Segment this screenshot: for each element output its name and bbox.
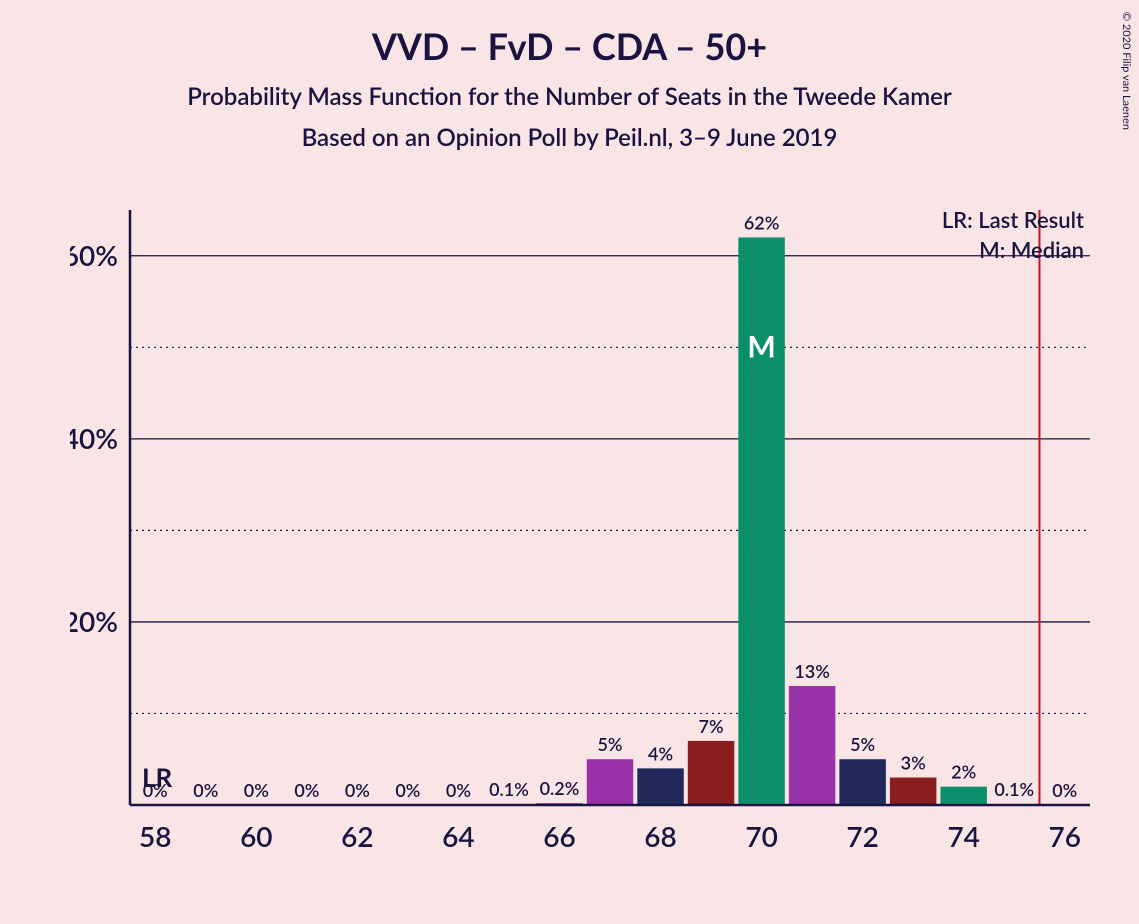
bar-value-label: 0% [294, 779, 319, 801]
bar [890, 778, 936, 805]
lr-label: LR [142, 761, 173, 793]
bar-value-label: 3% [901, 752, 926, 774]
y-tick-label: 40% [70, 421, 118, 455]
median-marker: M [747, 328, 775, 364]
x-tick-label: 62 [341, 819, 373, 853]
bar-value-label: 7% [699, 715, 724, 737]
x-tick-label: 58 [139, 819, 171, 853]
bar [688, 741, 734, 805]
bar [839, 759, 885, 805]
x-tick-label: 60 [240, 819, 272, 853]
bar [738, 237, 784, 805]
x-tick-label: 68 [644, 819, 676, 853]
x-tick-label: 66 [543, 819, 575, 853]
bar [587, 759, 633, 805]
bar-value-label: 2% [951, 761, 976, 783]
bar-value-label: 4% [648, 742, 673, 764]
bar-value-label: 0% [395, 779, 420, 801]
chart-subtitle: Probability Mass Function for the Number… [0, 82, 1139, 111]
legend-m: M: Median [979, 236, 1084, 263]
bar-value-label: 0.2% [540, 777, 580, 799]
chart-title: VVD – FvD – CDA – 50+ [0, 0, 1139, 68]
legend-lr: LR: Last Result [942, 206, 1084, 233]
bar-value-label: 0% [345, 779, 370, 801]
bar [637, 768, 683, 805]
y-tick-label: 60% [70, 238, 118, 272]
bar [940, 787, 986, 805]
bar-value-label: 0% [244, 779, 269, 801]
copyright-text: © 2020 Filip van Laenen [1120, 12, 1133, 130]
bar-value-label: 0.1% [489, 778, 529, 800]
bar-value-label: 0% [446, 779, 471, 801]
x-tick-label: 76 [1048, 819, 1080, 853]
bar-value-label: 13% [794, 660, 829, 682]
x-tick-label: 70 [745, 819, 777, 853]
x-tick-label: 74 [947, 819, 979, 853]
x-tick-label: 72 [846, 819, 878, 853]
y-tick-label: 20% [70, 604, 118, 638]
bar [789, 686, 835, 805]
bar-value-label: 0.1% [994, 778, 1034, 800]
bar-value-label: 62% [744, 211, 779, 233]
bar-value-label: 5% [597, 733, 622, 755]
chart-svg: 20% 40% 60% 0% 0% 0% 0% 0% 0% 0% 0.1% 0.2% 5% 4% 7% 62%… [70, 195, 1090, 875]
chart-subsubtitle: Based on an Opinion Poll by Peil.nl, 3–9… [0, 123, 1139, 152]
bar-value-label: 0% [193, 779, 218, 801]
bar-value-label: 0% [1052, 779, 1077, 801]
x-tick-label: 64 [442, 819, 474, 853]
bar-value-label: 5% [850, 733, 875, 755]
